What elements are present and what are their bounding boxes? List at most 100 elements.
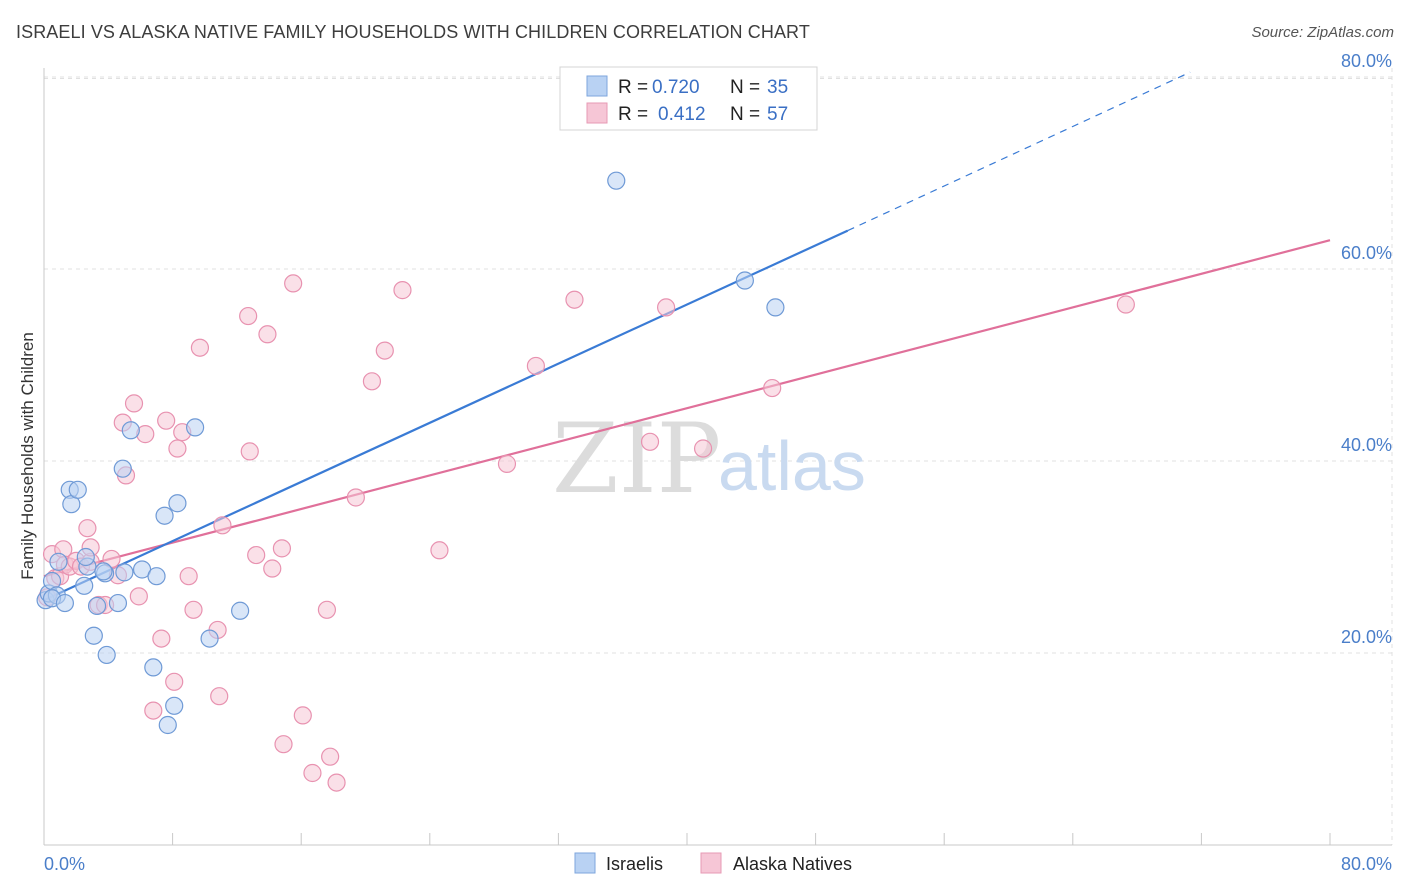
- trend-line-alaska-natives: [43, 239, 1331, 578]
- point-alaska-natives-29: [190, 338, 210, 357]
- legend-r-label-alaska-natives: R =: [618, 104, 648, 125]
- point-israelis-26: [158, 715, 177, 735]
- point-alaska-natives-50: [430, 541, 449, 560]
- x-tick-label-min: 0.0%: [44, 854, 85, 874]
- point-alaska-natives-43: [317, 600, 337, 619]
- legend-n-value-alaska-natives: 57: [767, 104, 788, 125]
- point-israelis-16: [97, 645, 116, 665]
- point-israelis-34: [766, 298, 785, 317]
- point-alaska-natives-41: [293, 706, 312, 725]
- point-israelis-5: [49, 552, 68, 571]
- point-israelis-12: [75, 576, 94, 595]
- point-israelis-18: [108, 593, 128, 613]
- y-tick-label-2: 60.0%: [1341, 243, 1392, 263]
- point-israelis-9: [68, 480, 87, 499]
- point-alaska-natives-9: [78, 519, 97, 538]
- legend-r-value-israelis: 0.720: [652, 77, 700, 98]
- point-alaska-natives-38: [272, 539, 292, 558]
- y-tick-label-3: 80.0%: [1341, 51, 1392, 71]
- point-alaska-natives-18: [124, 394, 144, 413]
- point-israelis-30: [200, 629, 219, 648]
- point-israelis-28: [168, 494, 187, 513]
- point-alaska-natives-52: [526, 356, 545, 376]
- point-alaska-natives-47: [362, 372, 382, 391]
- point-alaska-natives-42: [303, 763, 322, 783]
- point-israelis-20: [115, 563, 134, 582]
- y-tick-labels: 20.0% 40.0% 60.0% 80.0%: [1341, 51, 1392, 647]
- trend-lines: [43, 71, 1331, 602]
- point-israelis-14: [87, 596, 107, 616]
- legend-r-value-alaska-natives: 0.412: [658, 104, 706, 125]
- legend: R = 0.720 N = 35 R = 0.412 N = 57: [559, 66, 818, 131]
- point-alaska-natives-53: [565, 290, 584, 309]
- point-alaska-natives-32: [213, 516, 232, 535]
- point-alaska-natives-24: [165, 672, 184, 691]
- point-alaska-natives-34: [240, 442, 259, 461]
- legend-n-label-alaska-natives: N =: [730, 104, 760, 125]
- point-alaska-natives-45: [327, 773, 346, 792]
- point-alaska-natives-27: [179, 567, 198, 586]
- point-alaska-natives-54: [640, 432, 660, 451]
- y-tick-label-1: 40.0%: [1341, 435, 1392, 455]
- bottom-legend: Israelis Alaska Natives: [574, 852, 852, 874]
- point-israelis-33: [735, 271, 754, 290]
- point-israelis-17: [94, 562, 113, 581]
- point-alaska-natives-21: [144, 701, 163, 720]
- chart-title: ISRAELI VS ALASKA NATIVE FAMILY HOUSEHOL…: [16, 22, 810, 42]
- point-alaska-natives-58: [1116, 295, 1135, 314]
- point-alaska-natives-48: [375, 341, 394, 360]
- point-israelis-27: [165, 696, 184, 715]
- point-alaska-natives-39: [274, 735, 293, 754]
- trend-line-israelis-extension: [847, 71, 1191, 232]
- y-axis-label: Family Households with Children: [18, 332, 37, 580]
- point-israelis-13: [84, 626, 103, 645]
- gridlines: [44, 68, 1393, 845]
- point-israelis-25: [155, 506, 174, 525]
- watermark-zip: ZIP: [552, 403, 721, 515]
- bottom-legend-label-alaska-natives: Alaska Natives: [733, 854, 852, 874]
- point-israelis-6: [55, 593, 74, 613]
- point-alaska-natives-51: [497, 454, 517, 473]
- point-israelis-19: [113, 459, 132, 478]
- point-israelis-32: [607, 171, 626, 190]
- point-israelis-21: [121, 421, 140, 440]
- point-alaska-natives-25: [168, 439, 187, 458]
- point-alaska-natives-55: [657, 298, 676, 317]
- bottom-legend-label-israelis: Israelis: [606, 854, 663, 874]
- watermark-atlas: atlas: [718, 427, 866, 505]
- point-alaska-natives-31: [210, 687, 229, 706]
- bottom-legend-swatch-alaska-natives: [700, 852, 722, 874]
- bottom-legend-swatch-israelis: [574, 852, 596, 874]
- y-tick-label-0: 20.0%: [1341, 627, 1392, 647]
- point-alaska-natives-36: [258, 325, 277, 344]
- point-alaska-natives-49: [393, 281, 412, 300]
- point-alaska-natives-44: [321, 747, 340, 766]
- point-israelis-24: [147, 567, 166, 586]
- source-label: Source: ZipAtlas.com: [1251, 24, 1394, 41]
- legend-swatch-alaska-natives: [586, 102, 608, 124]
- x-tick-label-max: 80.0%: [1341, 854, 1392, 874]
- trend-line-israelis: [43, 229, 849, 602]
- point-alaska-natives-57: [763, 378, 782, 398]
- scatter-points: [36, 171, 1135, 792]
- point-alaska-natives-35: [247, 545, 266, 565]
- legend-r-label-israelis: R =: [618, 77, 648, 98]
- point-alaska-natives-23: [157, 411, 176, 430]
- point-alaska-natives-22: [152, 629, 171, 648]
- legend-n-label-israelis: N =: [730, 77, 760, 98]
- point-alaska-natives-37: [263, 559, 282, 578]
- point-alaska-natives-33: [239, 306, 258, 326]
- x-axis-ticks: [43, 833, 1331, 845]
- legend-n-value-israelis: 35: [767, 77, 788, 98]
- point-israelis-29: [186, 418, 205, 437]
- point-alaska-natives-46: [346, 488, 365, 507]
- point-alaska-natives-19: [129, 587, 148, 606]
- point-alaska-natives-56: [693, 439, 713, 458]
- point-alaska-natives-40: [284, 274, 303, 293]
- point-israelis-11: [76, 547, 95, 567]
- point-israelis-31: [231, 601, 250, 620]
- point-alaska-natives-28: [184, 600, 203, 619]
- point-israelis-23: [144, 658, 163, 677]
- legend-swatch-israelis: [586, 75, 608, 97]
